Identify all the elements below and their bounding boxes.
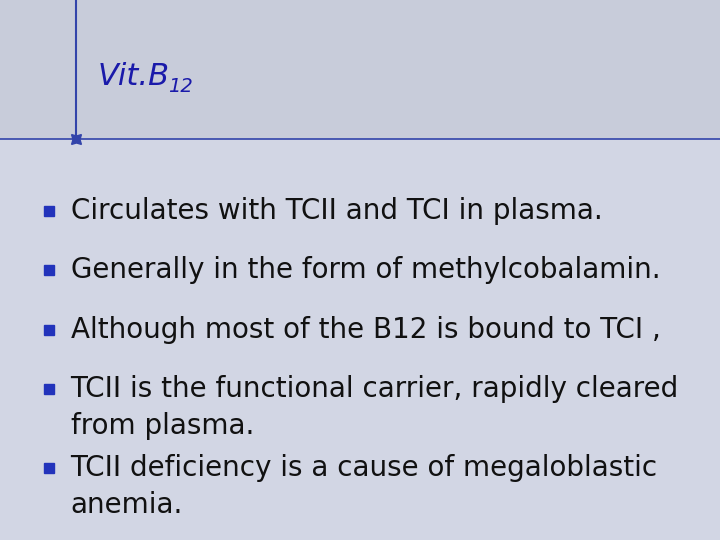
Text: anemia.: anemia. (71, 491, 183, 519)
Text: Vit.B: Vit.B (97, 62, 169, 91)
FancyBboxPatch shape (0, 0, 720, 139)
FancyBboxPatch shape (0, 139, 720, 540)
Text: TCII is the functional carrier, rapidly cleared: TCII is the functional carrier, rapidly … (71, 375, 679, 403)
Text: TCII deficiency is a cause of megaloblastic: TCII deficiency is a cause of megaloblas… (71, 454, 657, 482)
Text: Circulates with TCII and TCI in plasma.: Circulates with TCII and TCI in plasma. (71, 197, 603, 225)
Text: from plasma.: from plasma. (71, 412, 254, 440)
Text: Although most of the B12 is bound to TCI ,: Although most of the B12 is bound to TCI… (71, 316, 660, 344)
Text: Generally in the form of methylcobalamin.: Generally in the form of methylcobalamin… (71, 256, 660, 285)
Text: 12: 12 (168, 77, 192, 96)
